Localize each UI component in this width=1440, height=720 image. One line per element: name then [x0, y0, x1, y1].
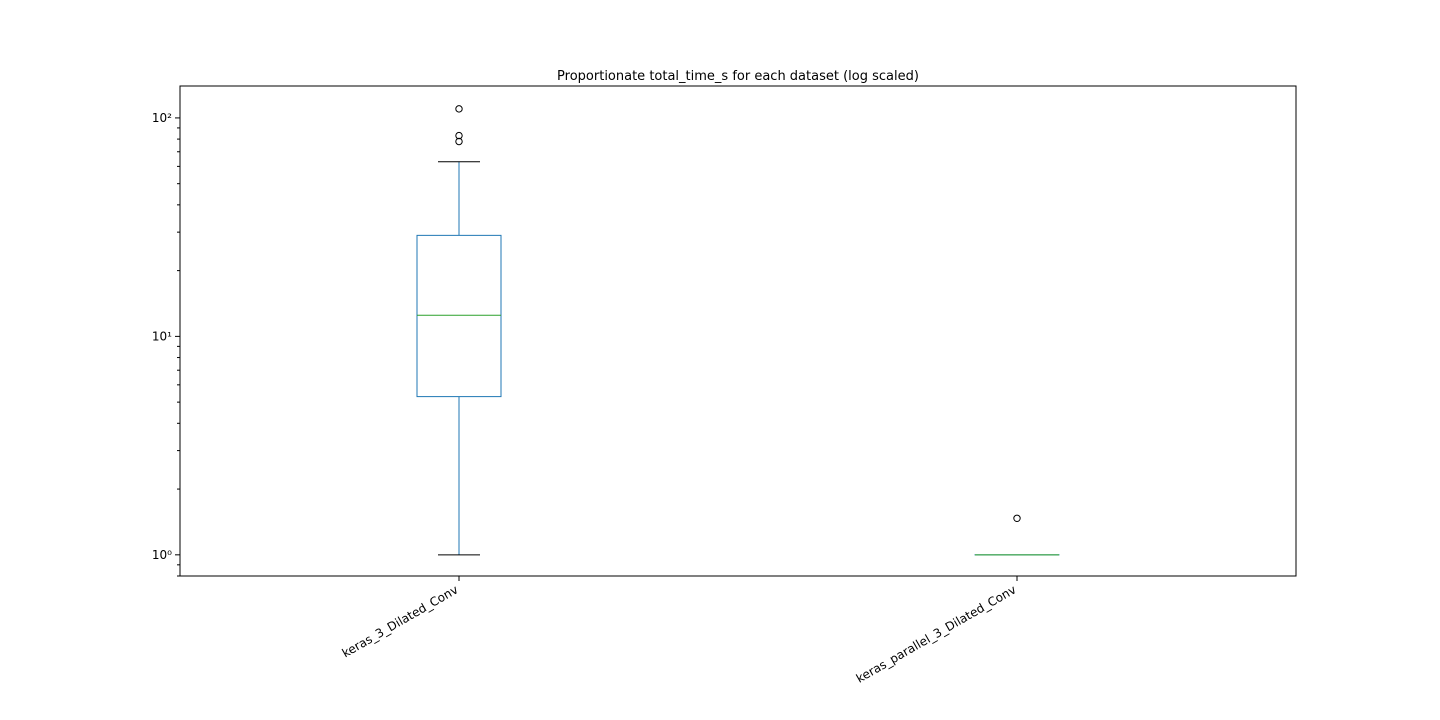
y-tick-label: 10²: [152, 111, 172, 125]
x-tick-label: keras_3_Dilated_Conv: [340, 582, 461, 660]
outlier-point: [455, 137, 463, 146]
outlier-point: [1013, 514, 1021, 522]
y-tick-label: 10⁰: [152, 548, 172, 562]
axes-frame: [179, 85, 1297, 577]
y-tick-label: 10¹: [152, 329, 172, 343]
outlier-point: [455, 105, 463, 113]
outlier-point: [455, 131, 463, 140]
plot-area: [180, 86, 1296, 576]
box-iqr: [416, 234, 502, 398]
x-tick-label: keras_parallel_3_Dilated_Conv: [854, 582, 1019, 685]
chart-title: Proportionate total_time_s for each data…: [557, 69, 919, 84]
